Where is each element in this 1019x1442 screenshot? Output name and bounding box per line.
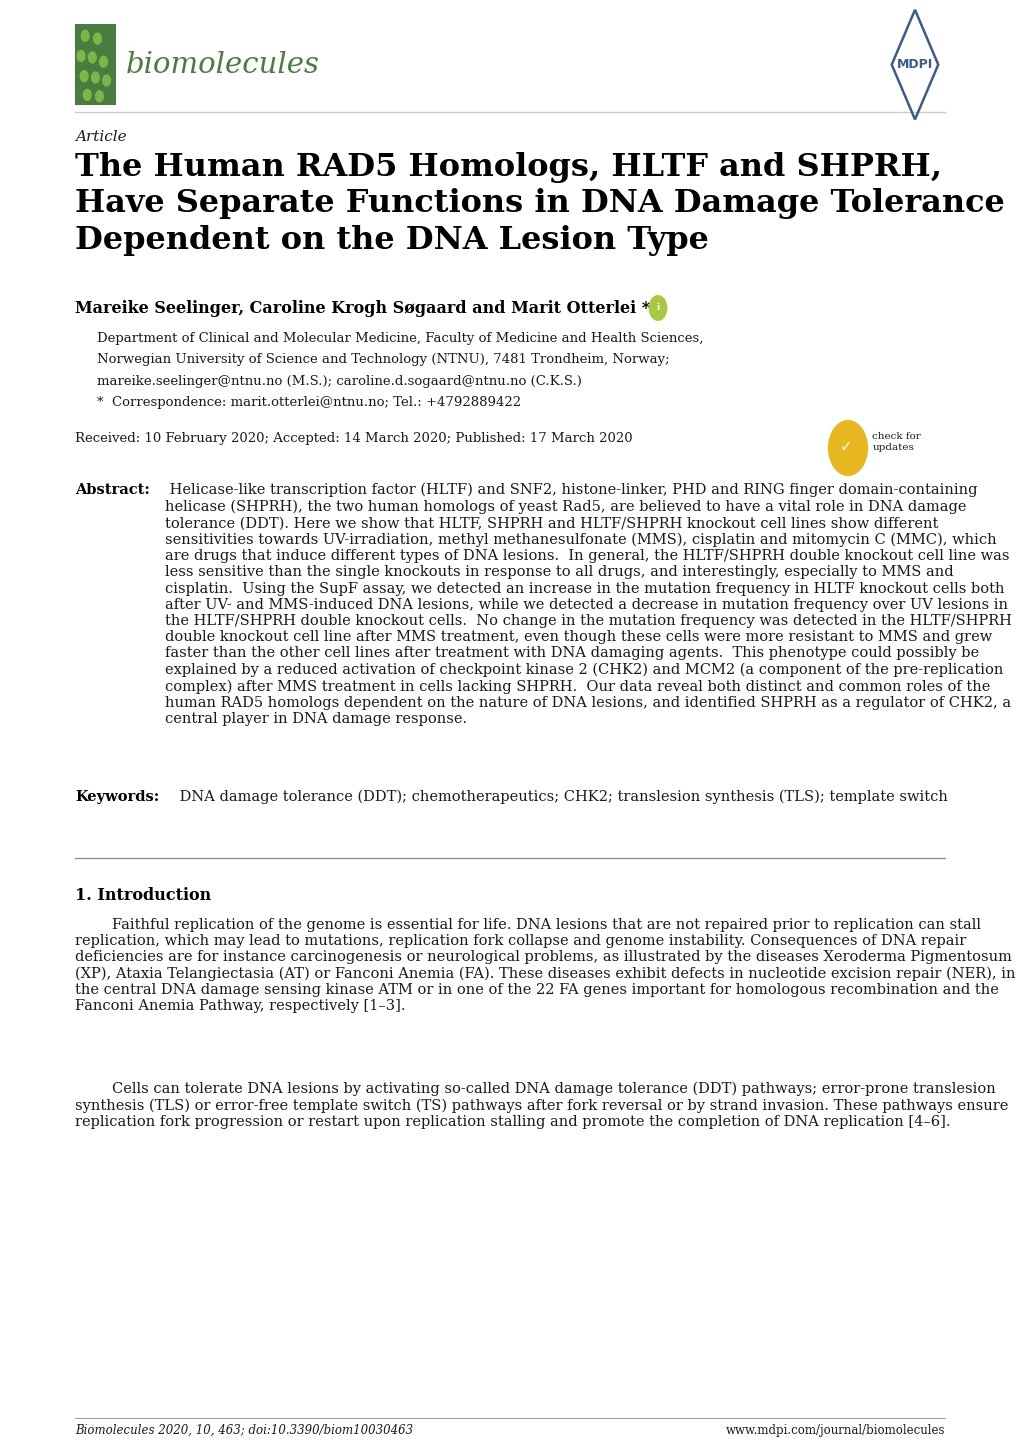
Text: Abstract:: Abstract: bbox=[75, 483, 150, 497]
Text: www.mdpi.com/journal/biomolecules: www.mdpi.com/journal/biomolecules bbox=[725, 1425, 944, 1438]
Text: Norwegian University of Science and Technology (NTNU), 7481 Trondheim, Norway;: Norwegian University of Science and Tech… bbox=[98, 353, 669, 366]
Text: Helicase-like transcription factor (HLTF) and SNF2, histone-linker, PHD and RING: Helicase-like transcription factor (HLTF… bbox=[165, 483, 1011, 727]
Circle shape bbox=[649, 296, 666, 320]
Text: Article: Article bbox=[75, 130, 126, 144]
Text: mareike.seelinger@ntnu.no (M.S.); caroline.d.sogaard@ntnu.no (C.K.S.): mareike.seelinger@ntnu.no (M.S.); caroli… bbox=[98, 375, 582, 388]
Circle shape bbox=[89, 52, 96, 63]
Circle shape bbox=[82, 30, 89, 42]
Text: Keywords:: Keywords: bbox=[75, 790, 159, 805]
Circle shape bbox=[77, 50, 85, 62]
Circle shape bbox=[81, 71, 88, 82]
Circle shape bbox=[96, 91, 103, 102]
Circle shape bbox=[84, 89, 91, 101]
Circle shape bbox=[100, 56, 107, 68]
Text: Received: 10 February 2020; Accepted: 14 March 2020; Published: 17 March 2020: Received: 10 February 2020; Accepted: 14… bbox=[75, 433, 632, 446]
Circle shape bbox=[92, 72, 99, 84]
Text: i: i bbox=[656, 303, 659, 313]
Text: DNA damage tolerance (DDT); chemotherapeutics; CHK2; translesion synthesis (TLS): DNA damage tolerance (DDT); chemotherape… bbox=[175, 790, 947, 805]
Text: Department of Clinical and Molecular Medicine, Faculty of Medicine and Health Sc: Department of Clinical and Molecular Med… bbox=[98, 332, 703, 345]
Circle shape bbox=[827, 421, 866, 476]
Text: *  Correspondence: marit.otterlei@ntnu.no; Tel.: +4792889422: * Correspondence: marit.otterlei@ntnu.no… bbox=[98, 397, 521, 410]
Text: check for
updates: check for updates bbox=[871, 433, 920, 453]
Text: Biomolecules 2020, 10, 463; doi:10.3390/biom10030463: Biomolecules 2020, 10, 463; doi:10.3390/… bbox=[75, 1425, 413, 1438]
Text: Cells can tolerate DNA lesions by activating so-called DNA damage tolerance (DDT: Cells can tolerate DNA lesions by activa… bbox=[75, 1082, 1008, 1129]
Circle shape bbox=[103, 75, 110, 87]
Text: biomolecules: biomolecules bbox=[126, 50, 320, 79]
Text: ✓: ✓ bbox=[839, 438, 852, 454]
Circle shape bbox=[94, 33, 101, 45]
Text: Faithful replication of the genome is essential for life. DNA lesions that are n: Faithful replication of the genome is es… bbox=[75, 919, 1015, 1014]
Text: MDPI: MDPI bbox=[896, 58, 932, 71]
Text: Mareike Seelinger, Caroline Krogh Søgaard and Marit Otterlei *: Mareike Seelinger, Caroline Krogh Søgaar… bbox=[75, 300, 650, 317]
Bar bbox=[75, 25, 116, 105]
Text: The Human RAD5 Homologs, HLTF and SHPRH,
Have Separate Functions in DNA Damage T: The Human RAD5 Homologs, HLTF and SHPRH,… bbox=[75, 151, 1004, 255]
Text: 1. Introduction: 1. Introduction bbox=[75, 887, 211, 904]
